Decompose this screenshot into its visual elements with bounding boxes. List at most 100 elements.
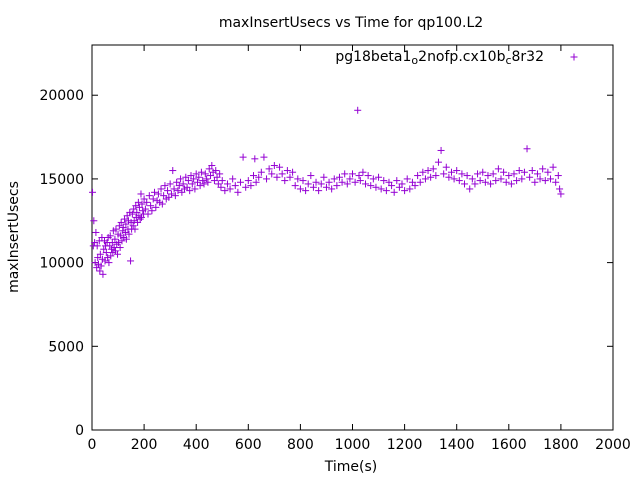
data-point [403,175,411,183]
data-point [111,235,119,243]
legend-label: pg18beta1o2nofp.cx10bc8r32 [335,49,544,67]
data-point [294,175,302,183]
data-point [382,187,390,195]
data-point [195,173,203,181]
data-point [174,187,182,195]
data-point [369,175,377,183]
y-tick-label: 5000 [48,339,84,355]
data-point [484,172,492,180]
data-point [167,190,175,198]
x-axis-title: Time(s) [324,459,377,475]
data-point [216,170,224,178]
data-point [513,177,521,185]
data-point [474,170,482,178]
x-tick-label: 400 [183,437,210,453]
data-point [104,254,112,262]
data-point [179,180,187,188]
data-point [333,182,341,190]
data-point [191,185,199,193]
data-point [549,163,557,171]
data-point [289,168,297,176]
data-point [152,203,160,211]
data-point [492,177,500,185]
data-point [134,198,142,206]
x-tick-label: 1600 [491,437,527,453]
data-point [442,163,450,171]
data-point [533,170,541,178]
data-point [335,173,343,181]
data-point [89,188,97,196]
data-point [341,170,349,178]
legend-marker [570,53,578,61]
y-tick-label: 10000 [39,256,84,272]
data-point [260,153,268,161]
data-point [117,218,125,226]
data-point [141,205,149,213]
data-point [427,173,435,181]
data-point [304,180,312,188]
data-point [201,170,209,178]
data-point [276,163,284,171]
data-point [479,168,487,176]
data-point [497,175,505,183]
data-point [218,177,226,185]
data-point [203,175,211,183]
data-point [554,172,562,180]
x-tick-label: 1400 [439,437,475,453]
data-point [190,175,198,183]
data-point [283,167,291,175]
axis-ticks: 0 200 400 600 800 1000 1200 1400 1600 1800 2000050… [39,45,631,453]
legend: pg18beta1o2nofp.cx10bc8r32 [335,49,578,67]
data-point [175,182,183,190]
data-point [113,240,121,248]
data-point [229,175,237,183]
y-axis-title: maxInsertUsecs [6,181,22,293]
data-point [322,183,330,191]
data-point [234,188,242,196]
plot-frame [91,44,614,431]
data-point [450,175,458,183]
data-point [388,182,396,190]
data-point [380,177,388,185]
data-point [309,183,317,191]
data-point [354,106,362,114]
data-point [147,202,155,210]
data-point [252,178,260,186]
data-point [281,177,289,185]
data-point [223,180,231,188]
data-point [115,239,123,247]
data-point [154,190,162,198]
data-point [112,225,120,233]
data-point [106,232,114,240]
data-point [143,198,151,206]
legend-label-subscript: o [411,54,418,67]
data-point [510,170,518,178]
data-point [359,168,367,176]
data-point [364,172,372,180]
data-point [544,168,552,176]
data-point [157,185,165,193]
data-point [531,178,539,186]
data-point [169,167,177,175]
data-point [502,178,510,186]
data-point [375,173,383,181]
data-point [390,188,398,196]
data-point [546,175,554,183]
chart-title: maxInsertUsecs vs Time for qp100.L2 [219,15,483,31]
data-point [138,200,146,208]
data-point [263,175,271,183]
data-point [424,167,432,175]
data-point [278,170,286,178]
data-point [539,165,547,173]
data-point [236,178,244,186]
data-point [328,185,336,193]
data-point [247,182,255,190]
data-point [128,210,136,218]
data-point [429,165,437,173]
data-point [523,145,531,153]
data-point [164,187,172,195]
data-point [96,267,104,275]
data-point [129,222,137,230]
data-point [468,175,476,183]
data-point [317,180,325,188]
